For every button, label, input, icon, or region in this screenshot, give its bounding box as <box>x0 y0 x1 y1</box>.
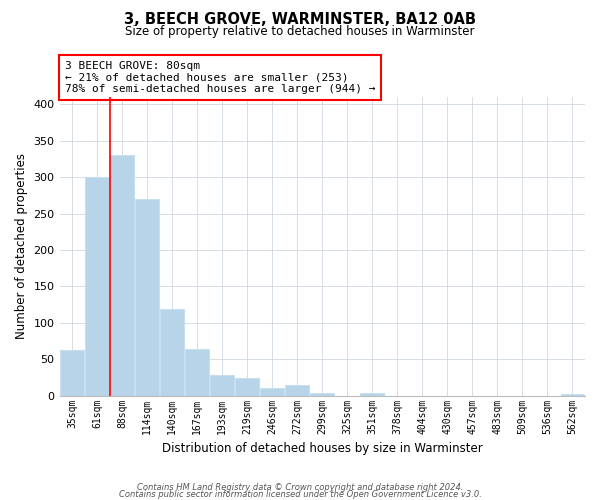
Bar <box>286 386 309 396</box>
Bar <box>310 392 334 396</box>
Bar <box>160 309 184 396</box>
Bar <box>185 349 209 396</box>
Y-axis label: Number of detached properties: Number of detached properties <box>15 154 28 340</box>
Text: Size of property relative to detached houses in Warminster: Size of property relative to detached ho… <box>125 25 475 38</box>
Bar <box>85 177 109 396</box>
Bar <box>210 374 234 396</box>
Bar <box>361 394 384 396</box>
Text: 3 BEECH GROVE: 80sqm
← 21% of detached houses are smaller (253)
78% of semi-deta: 3 BEECH GROVE: 80sqm ← 21% of detached h… <box>65 61 375 94</box>
Bar <box>260 388 284 396</box>
X-axis label: Distribution of detached houses by size in Warminster: Distribution of detached houses by size … <box>162 442 482 455</box>
Bar <box>60 350 84 396</box>
Text: Contains HM Land Registry data © Crown copyright and database right 2024.: Contains HM Land Registry data © Crown c… <box>137 484 463 492</box>
Bar <box>235 378 259 396</box>
Bar <box>560 394 584 396</box>
Bar <box>110 156 134 396</box>
Text: Contains public sector information licensed under the Open Government Licence v3: Contains public sector information licen… <box>119 490 481 499</box>
Bar <box>135 199 159 396</box>
Text: 3, BEECH GROVE, WARMINSTER, BA12 0AB: 3, BEECH GROVE, WARMINSTER, BA12 0AB <box>124 12 476 28</box>
